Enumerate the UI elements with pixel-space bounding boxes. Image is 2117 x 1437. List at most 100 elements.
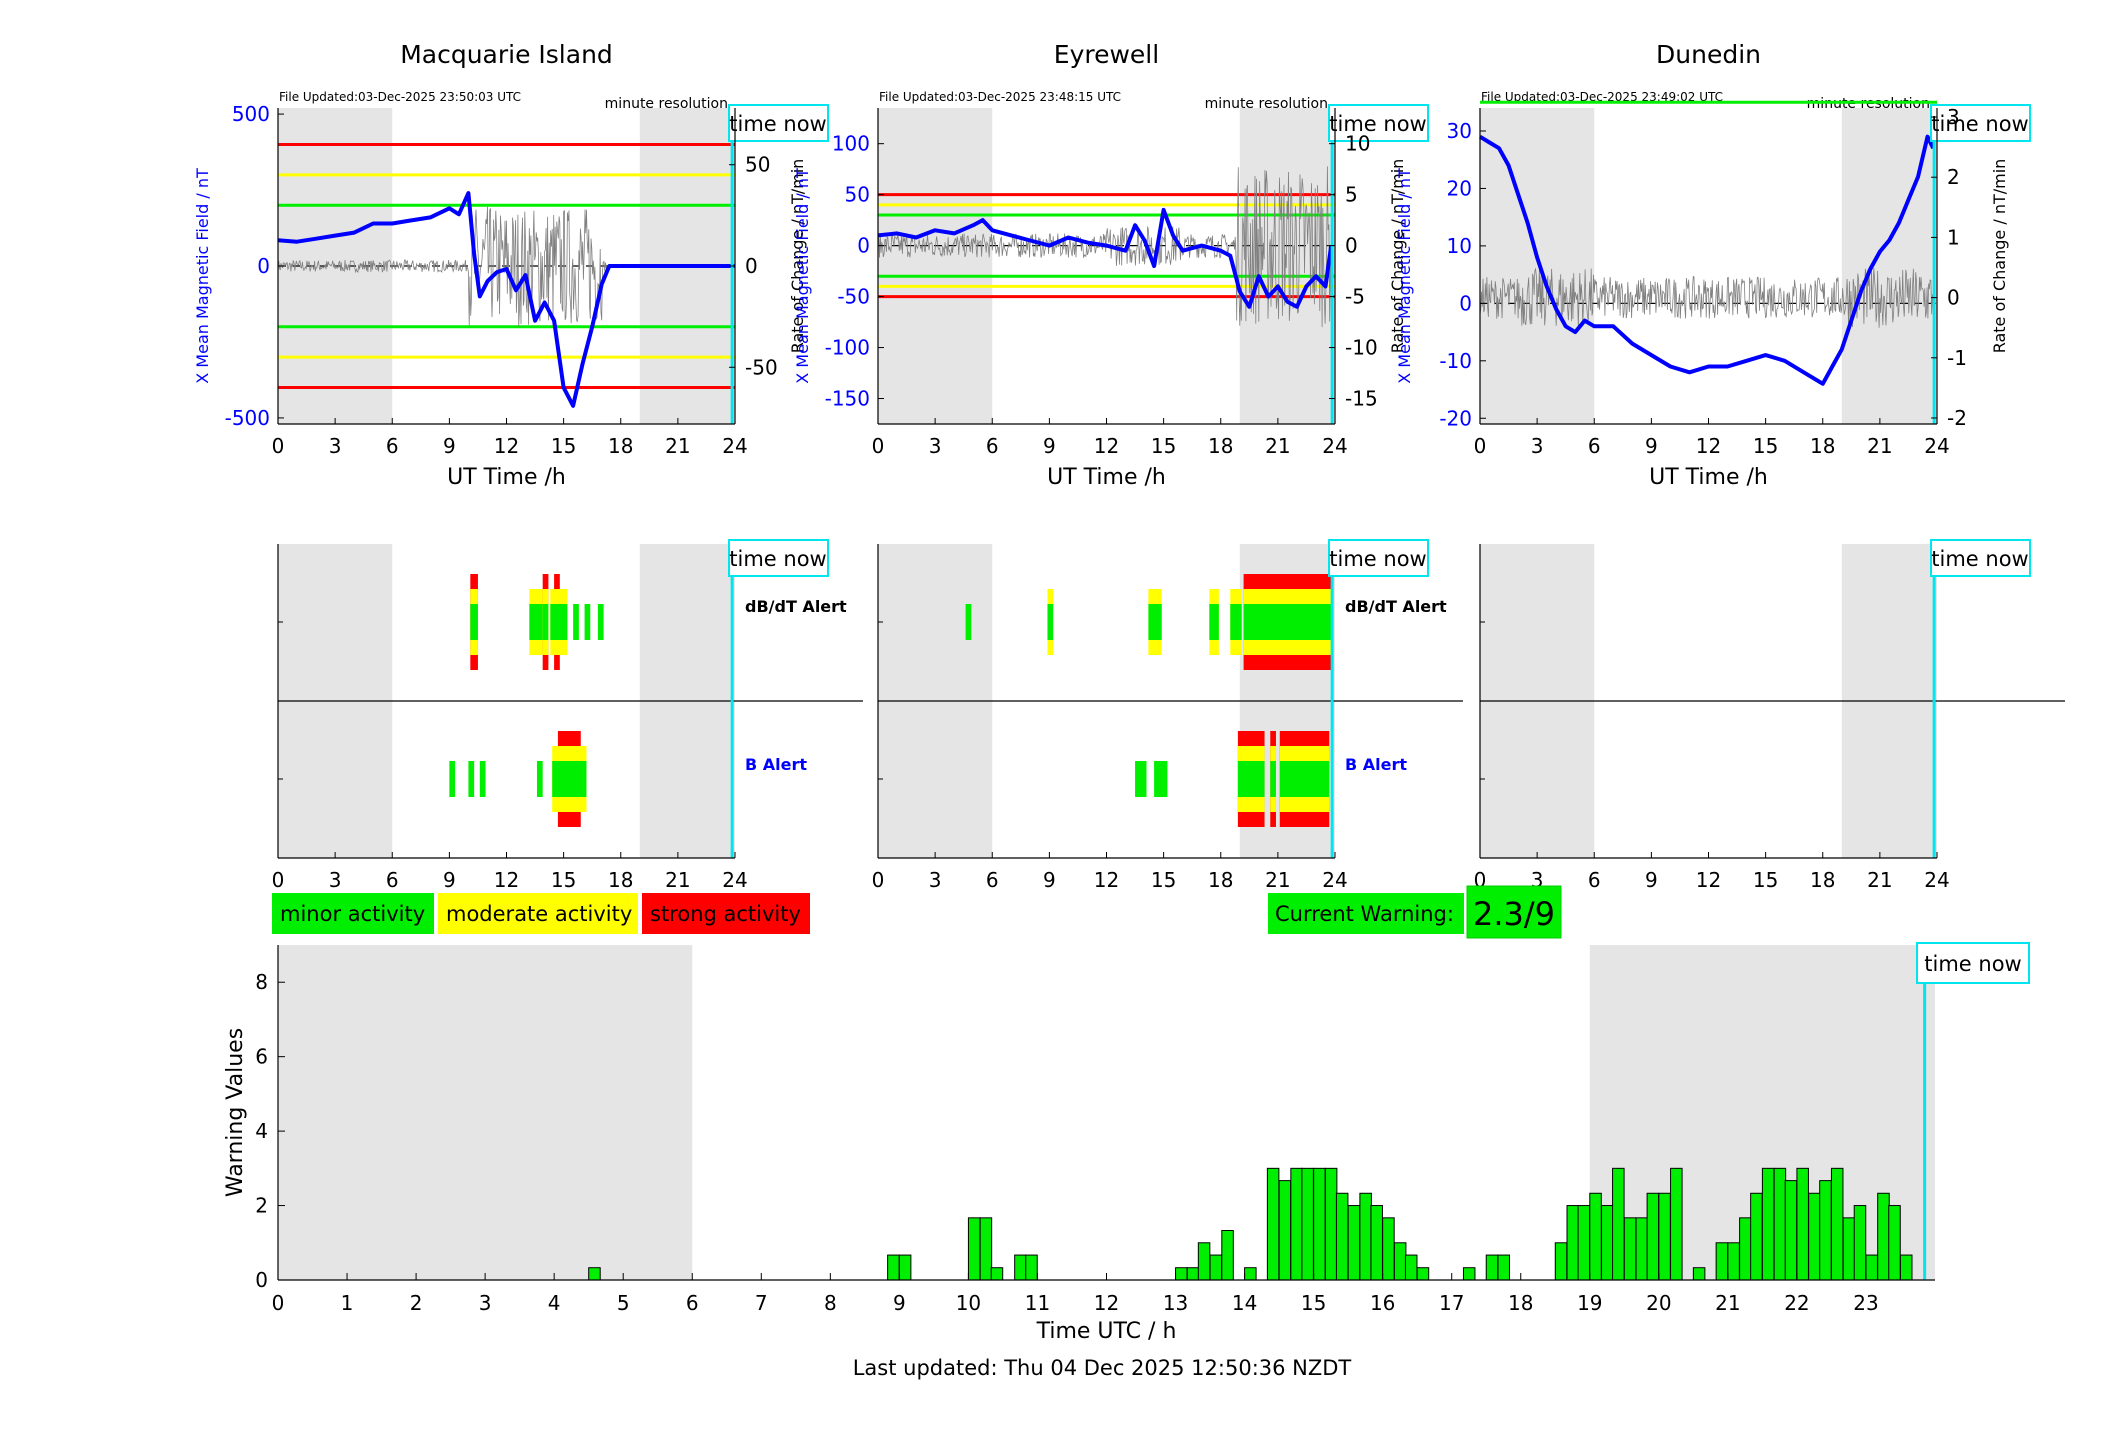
b-alert-bar: [1270, 761, 1276, 797]
dbdt-alert-bar: [573, 604, 579, 640]
warning-bar: [1635, 1217, 1649, 1281]
y-tick-label: 8: [255, 970, 268, 994]
x-tick-label: 6: [686, 1291, 699, 1315]
warning-bar: [1670, 1167, 1683, 1281]
y-tick-label-left: 100: [832, 132, 870, 156]
warning-bar: [990, 1267, 1004, 1281]
y-tick-label-right: -1: [1947, 346, 1967, 370]
x-axis-label: UT Time /h: [1649, 465, 1768, 490]
x-tick-label: 15: [1753, 434, 1778, 458]
x-axis-label: Time UTC / h: [1036, 1319, 1177, 1344]
warning-bar: [1554, 1242, 1568, 1281]
warning-bar: [1589, 1192, 1602, 1281]
x-tick-label: 0: [872, 434, 885, 458]
x-tick-label: 6: [986, 868, 999, 892]
y-tick-label-left: -150: [825, 387, 870, 411]
x-tick-label: 5: [617, 1291, 630, 1315]
night-shading: [278, 945, 693, 1280]
warning-bar: [898, 1254, 912, 1281]
warning-bar: [1692, 1267, 1706, 1281]
warning-bar: [1324, 1167, 1338, 1281]
dbdt-alert-bar: [965, 604, 972, 640]
x-tick-label: 0: [272, 868, 285, 892]
station-title: Macquarie Island: [400, 40, 613, 69]
dbdt-alert-label: dB/dT Alert: [745, 597, 847, 616]
warning-bar: [1359, 1192, 1372, 1281]
y-tick-label-right: 0: [745, 254, 758, 278]
x-tick-label: 6: [386, 868, 399, 892]
x-tick-label: 17: [1439, 1291, 1464, 1315]
x-tick-label: 15: [1753, 868, 1778, 892]
b-alert-bar: [449, 761, 456, 797]
time-now-box: [1930, 539, 2031, 577]
last-updated-text: Last updated: Thu 04 Dec 2025 12:50:36 N…: [853, 1356, 1352, 1380]
x-tick-label: 13: [1163, 1291, 1188, 1315]
field-series-line: [877, 207, 1334, 309]
dbdt-alert-label: dB/dT Alert: [1345, 597, 1447, 616]
warning-bar: [1877, 1192, 1890, 1281]
b-alert-bar: [1154, 761, 1168, 797]
x-tick-label: 3: [1531, 434, 1544, 458]
warning-bar: [1773, 1167, 1787, 1281]
legend-swatch-minor-activity: [272, 893, 434, 934]
x-tick-label: 7: [755, 1291, 768, 1315]
x-axis-label: UT Time /h: [447, 465, 566, 490]
x-tick-label: 6: [1588, 868, 1601, 892]
y-axis-label-left: X Mean Magnetic Field / nT: [793, 168, 812, 384]
x-tick-label: 15: [1301, 1291, 1326, 1315]
warning-bar: [1313, 1167, 1326, 1281]
x-tick-label: 6: [1588, 434, 1601, 458]
x-tick-label: 24: [722, 868, 747, 892]
y-tick-label-right: -10: [1345, 336, 1378, 360]
warning-bar: [1830, 1167, 1844, 1281]
warning-bar: [979, 1217, 993, 1281]
field-series-line: [277, 191, 735, 408]
x-tick-label: 3: [929, 868, 942, 892]
warning-bar: [1658, 1192, 1671, 1281]
warning-bar: [1750, 1192, 1763, 1281]
x-tick-label: 3: [329, 434, 342, 458]
time-now-label: time now: [1329, 547, 1426, 571]
x-tick-label: 18: [1208, 434, 1233, 458]
b-alert-bar: [468, 761, 475, 797]
y-tick-label-right: -2: [1947, 406, 1967, 430]
x-tick-label: 15: [1151, 868, 1176, 892]
x-tick-label: 12: [1094, 868, 1119, 892]
x-tick-label: 24: [1924, 868, 1949, 892]
x-tick-label: 11: [1025, 1291, 1050, 1315]
dbdt-alert-bar: [597, 604, 604, 640]
warning-bar: [1301, 1167, 1314, 1281]
dbdt-alert-bar: [1148, 604, 1162, 640]
b-alert-bar: [1237, 761, 1265, 797]
time-now-box: [1328, 104, 1429, 142]
warning-bar: [588, 1267, 601, 1281]
x-axis-label: UT Time /h: [1047, 465, 1166, 490]
x-tick-label: 9: [1645, 868, 1658, 892]
b-alert-bar: [1135, 761, 1147, 797]
warning-bar: [1842, 1217, 1856, 1281]
x-tick-label: 12: [1094, 1291, 1119, 1315]
station-panel-dunedin: Dunedin File Updated:03-Dec-2025 23:49:02…: [1395, 40, 2065, 892]
time-now-label: time now: [1924, 952, 2021, 976]
x-tick-label: 20: [1646, 1291, 1671, 1315]
y-tick-label-right: 10: [1345, 132, 1370, 156]
time-now-label: time now: [729, 547, 826, 571]
warning-bar: [1462, 1267, 1476, 1281]
legend-swatch-strong-activity: [642, 893, 810, 934]
x-tick-label: 2: [410, 1291, 423, 1315]
x-tick-label: 12: [494, 868, 519, 892]
x-tick-label: 24: [1322, 434, 1347, 458]
x-tick-label: 9: [1043, 868, 1056, 892]
warning-bar: [1761, 1167, 1775, 1281]
y-tick-label-right: 5: [1345, 183, 1358, 207]
x-tick-label: 15: [551, 868, 576, 892]
x-tick-label: 18: [1810, 434, 1835, 458]
warning-bar: [1221, 1229, 1234, 1281]
x-tick-label: 9: [893, 1291, 906, 1315]
y-tick-label-left: -500: [225, 406, 270, 430]
warning-bar: [1025, 1254, 1038, 1281]
